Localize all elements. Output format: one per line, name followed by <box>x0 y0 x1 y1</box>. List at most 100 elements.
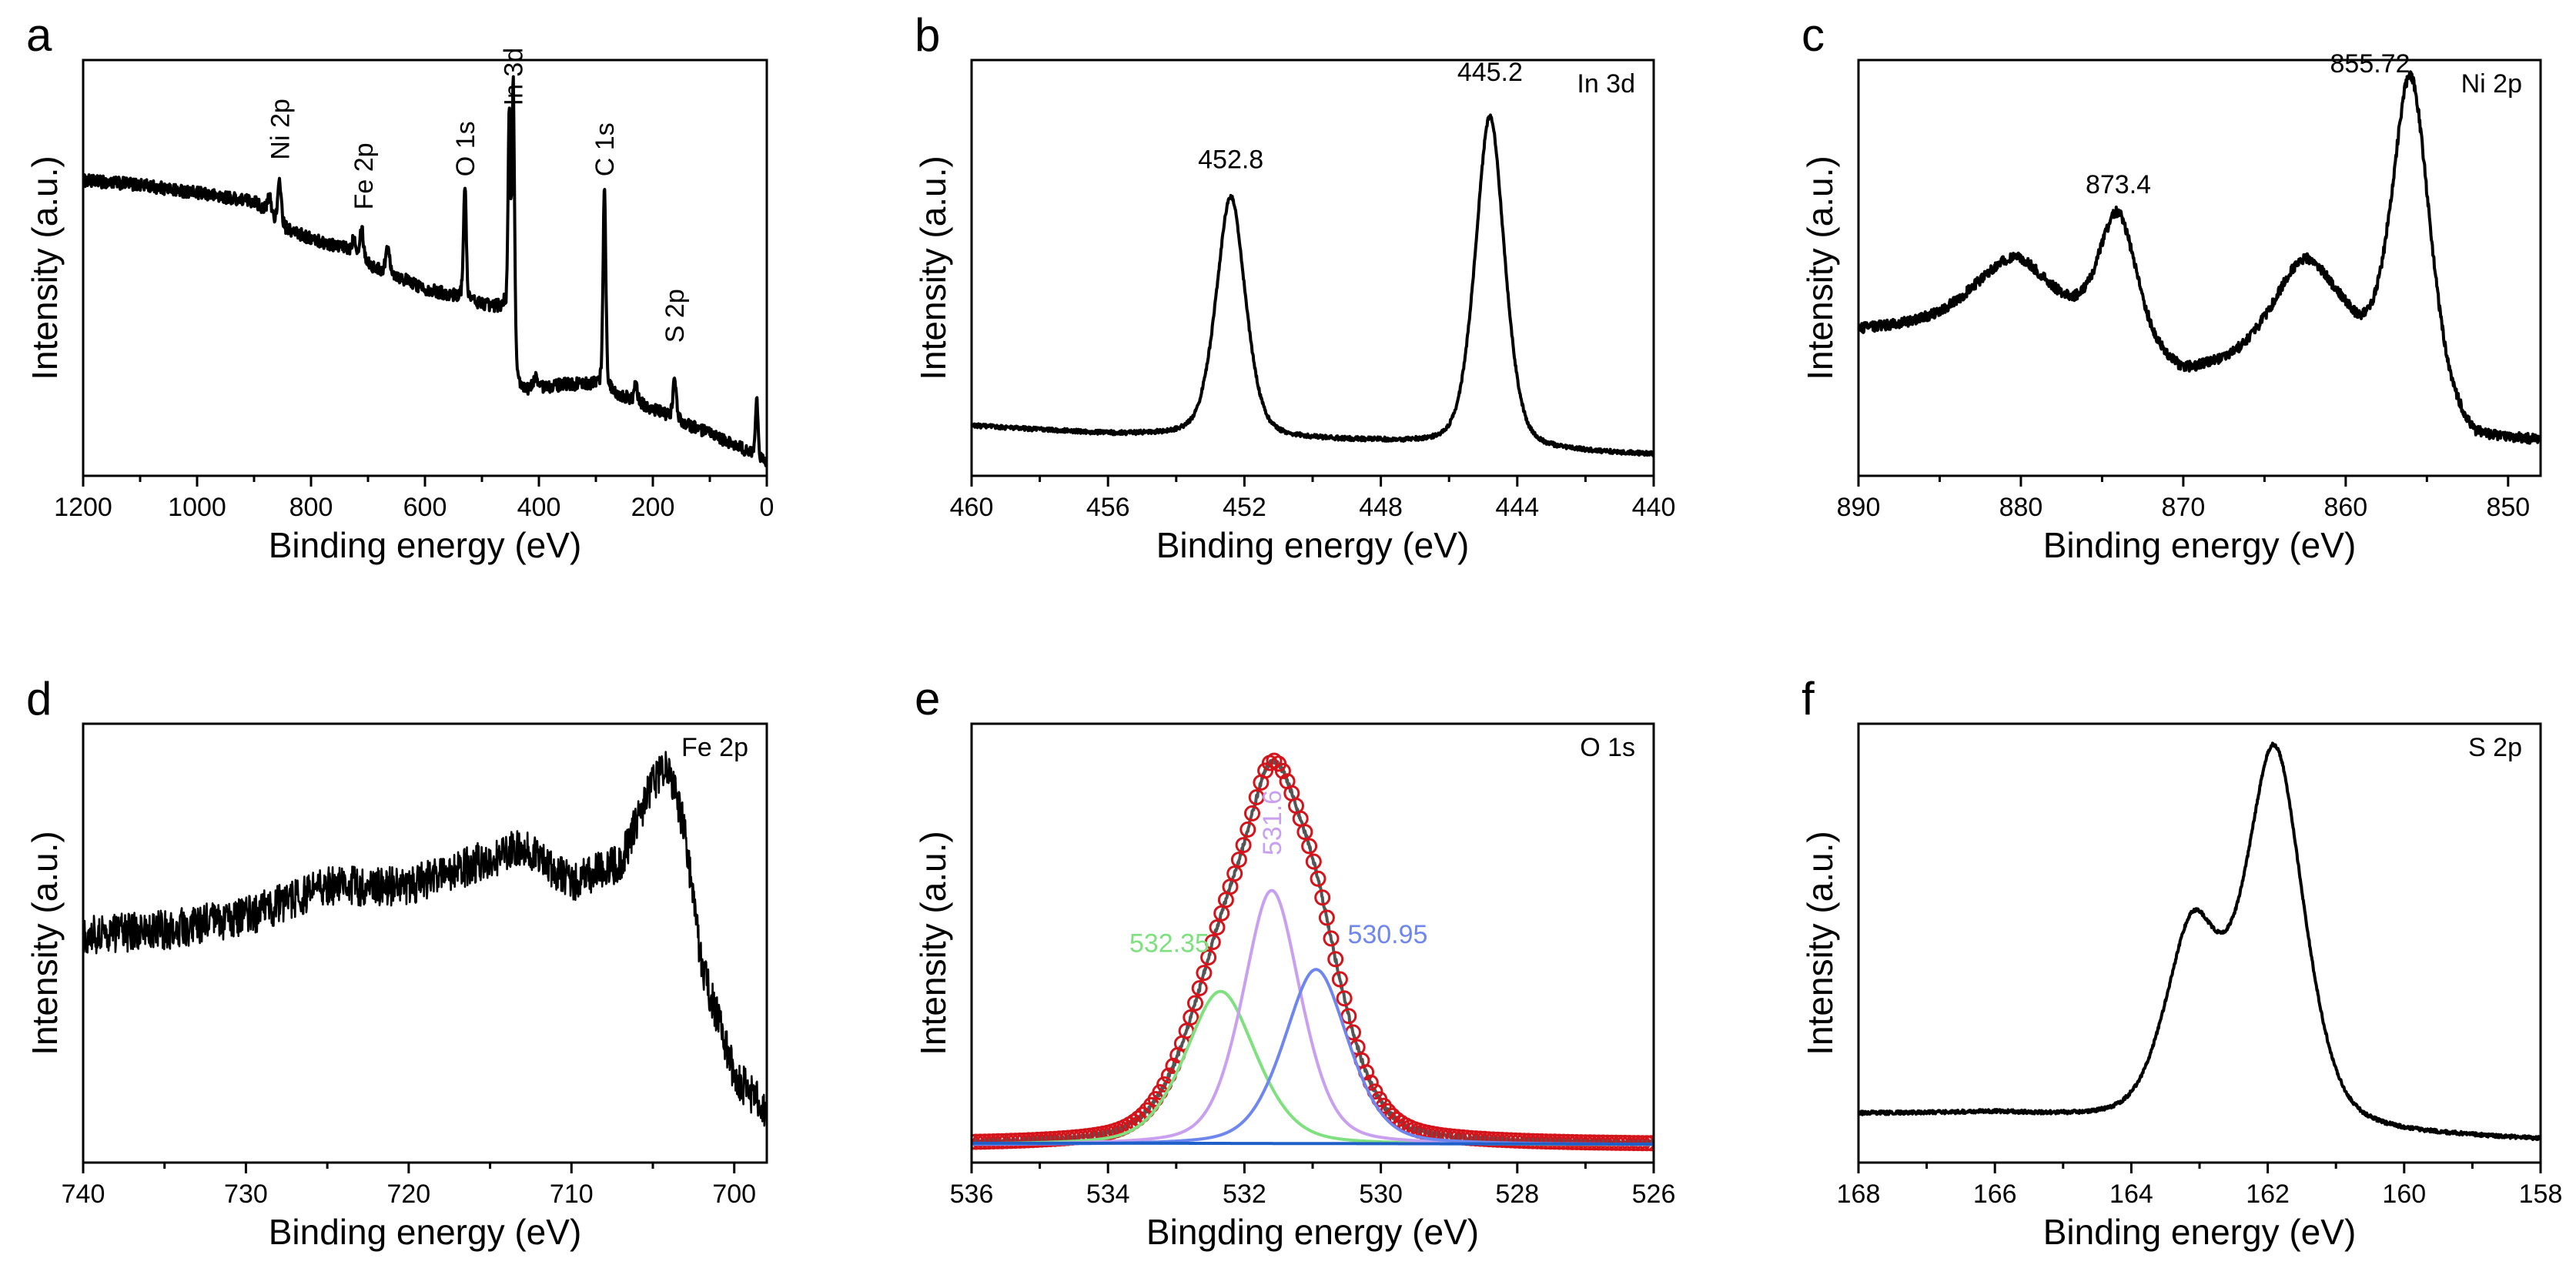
series-line-e-raw <box>972 758 1654 1147</box>
x-tick-label: 164 <box>2109 1180 2153 1209</box>
series-line-e-532.35 <box>972 989 1654 1146</box>
x-axis-label: Binding energy (eV) <box>1156 525 1470 565</box>
envelope-point <box>1191 980 1208 996</box>
envelope-point <box>1239 821 1256 838</box>
plot-area-f <box>1858 741 2541 1141</box>
x-tick-label: 1000 <box>168 493 226 522</box>
envelope-point <box>1336 990 1353 1007</box>
series-line-e-background <box>972 1141 1654 1146</box>
series-line-a-survey <box>83 75 767 467</box>
x-tick-label: 448 <box>1359 493 1403 522</box>
x-tick-label: 730 <box>224 1180 268 1209</box>
peak-annotation: 873.4 <box>2086 170 2151 199</box>
x-tick-label: 710 <box>550 1180 594 1209</box>
x-tick-label: 534 <box>1086 1180 1130 1209</box>
series-line-e-531.6 <box>972 888 1654 1146</box>
panel-label: d <box>26 673 52 725</box>
x-tick-label: 532 <box>1223 1180 1266 1209</box>
envelope-point <box>1230 852 1247 868</box>
panel-e: 536 534 532 530 528 526 Bingding energy (eV) In… <box>913 673 1675 1252</box>
x-tick-label: 600 <box>403 493 447 522</box>
series-line-f-S-2p <box>1858 741 2541 1141</box>
x-tick-label: 880 <box>1999 493 2043 522</box>
peak-annotation: 530.95 <box>1347 920 1427 949</box>
panel-title: O 1s <box>1580 733 1635 762</box>
x-tick-label: 700 <box>712 1180 756 1209</box>
x-tick-label: 460 <box>950 493 994 522</box>
y-axis-label: Intensity (a.u.) <box>1800 156 1840 380</box>
y-axis-label: Intensity (a.u.) <box>913 831 953 1055</box>
x-tick-label: 168 <box>1837 1180 1881 1209</box>
x-tick-label: 456 <box>1086 493 1130 522</box>
x-tick-label: 1200 <box>54 493 112 522</box>
envelope-point <box>1314 889 1331 906</box>
envelope-point <box>1327 951 1344 968</box>
x-axis-label: Bingding energy (eV) <box>1146 1212 1479 1252</box>
envelope-point <box>1183 1009 1199 1026</box>
panel-f: 168 166 164 162 160 158 Binding energy (eV) Int… <box>1800 673 2562 1252</box>
panel-label: c <box>1802 9 1825 61</box>
x-tick-label: 850 <box>2486 493 2530 522</box>
envelope-point <box>1301 838 1318 855</box>
x-tick-label: 440 <box>1632 493 1676 522</box>
panel-title: In 3d <box>1577 69 1635 99</box>
y-axis-label: Intensity (a.u.) <box>25 831 65 1055</box>
x-tick-label: 200 <box>631 493 675 522</box>
panel-label: b <box>915 9 940 61</box>
axes-frame-b <box>970 59 1655 477</box>
series-line-e-530.95 <box>972 968 1654 1146</box>
y-axis-label: Intensity (a.u.) <box>1800 831 1840 1055</box>
series-e-envelope <box>972 752 1654 1152</box>
x-tick-label: 890 <box>1837 493 1881 522</box>
panel-title: S 2p <box>2468 733 2522 762</box>
x-tick-label: 452 <box>1223 493 1266 522</box>
x-axis-label: Binding energy (eV) <box>269 1212 582 1252</box>
x-tick-label: 860 <box>2323 493 2367 522</box>
panel-title: Fe 2p <box>681 733 748 762</box>
x-tick-label: 870 <box>2162 493 2206 522</box>
envelope-point <box>1318 909 1335 926</box>
panel-label: e <box>915 673 940 725</box>
x-tick-label: 740 <box>62 1180 105 1209</box>
envelope-point <box>1296 824 1313 841</box>
envelope-point <box>1244 805 1260 822</box>
series-line-b-In-3d <box>972 113 1654 457</box>
x-tick-label: 158 <box>2519 1180 2563 1209</box>
x-tick-label: 536 <box>950 1180 994 1209</box>
envelope-point <box>1310 870 1326 887</box>
envelope-point <box>1209 919 1226 935</box>
envelope-point <box>1305 853 1322 870</box>
envelope-point <box>1331 971 1348 988</box>
x-tick-label: 160 <box>2382 1180 2426 1209</box>
x-tick-label: 530 <box>1359 1180 1403 1209</box>
panel-a: 1200 1000 800 600 400 200 0 Binding energy (eV)… <box>25 9 774 565</box>
panel-label: f <box>1802 673 1815 725</box>
x-tick-label: 0 <box>760 493 774 522</box>
plot-area-b <box>972 113 1654 457</box>
envelope-point <box>1235 837 1252 854</box>
plot-area-a <box>83 75 767 467</box>
x-tick-label: 166 <box>1973 1180 2017 1209</box>
plot-area-d <box>83 751 767 1127</box>
axes-frame-d <box>82 722 768 1164</box>
x-axis-label: Binding energy (eV) <box>2043 1212 2357 1252</box>
x-tick-label: 800 <box>289 493 333 522</box>
peak-annotation: Ni 2p <box>266 99 295 159</box>
envelope-point <box>1248 789 1265 805</box>
peak-annotation: 445.2 <box>1457 58 1523 87</box>
peak-annotation: 452.8 <box>1198 145 1263 174</box>
envelope-point <box>1204 934 1221 951</box>
x-tick-label: 720 <box>386 1180 430 1209</box>
peak-annotation: 531.6 <box>1258 790 1287 855</box>
y-axis-label: Intensity (a.u.) <box>913 156 953 380</box>
panel-b: 460 456 452 448 444 440 Binding energy (eV) Int… <box>913 9 1675 565</box>
peak-annotation: C 1s <box>590 122 620 176</box>
x-tick-label: 444 <box>1495 493 1539 522</box>
y-axis-label: Intensity (a.u.) <box>25 156 65 380</box>
envelope-point <box>1187 995 1203 1012</box>
x-axis-label: Binding energy (eV) <box>269 525 582 565</box>
peak-annotation: Fe 2p <box>350 142 379 209</box>
axes-frame-e <box>970 722 1655 1164</box>
peak-annotation: 855.72 <box>2330 49 2410 79</box>
envelope-point <box>1226 865 1243 882</box>
